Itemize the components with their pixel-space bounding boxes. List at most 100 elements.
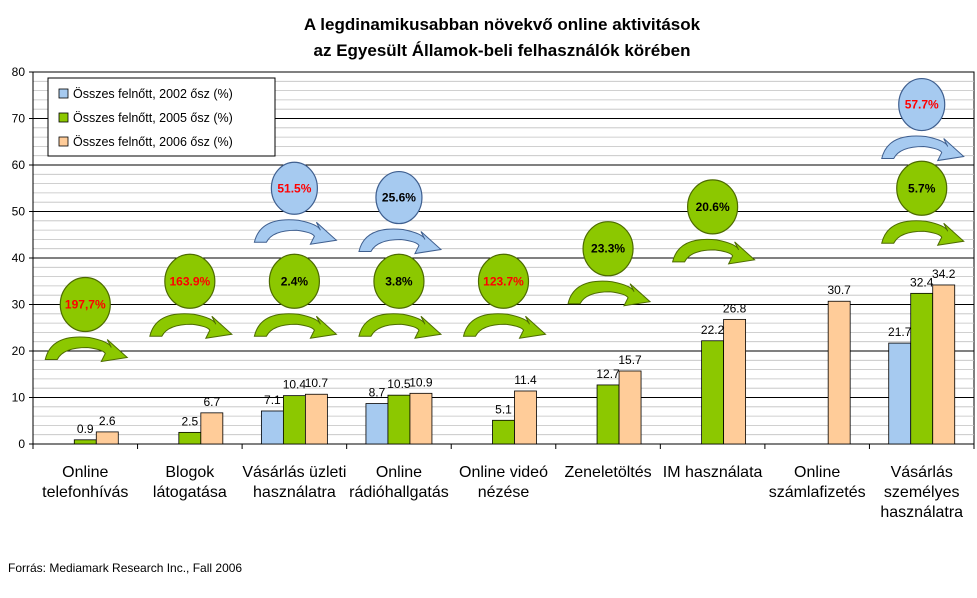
bar [827, 300, 851, 445]
bar [492, 419, 515, 445]
bar [409, 392, 433, 445]
growth-arrow [253, 313, 338, 339]
growth-value: 197,7% [65, 298, 106, 312]
bar [888, 342, 912, 445]
data-label: 0.9 [77, 422, 94, 436]
growth-bubble [375, 170, 423, 225]
growth-bubble [582, 221, 634, 277]
data-label: 6.7 [203, 395, 220, 409]
growth-value: 20.6% [696, 200, 730, 214]
y-tick-label: 80 [12, 65, 26, 79]
growth-value: 163.9% [169, 274, 210, 288]
growth-arrow [358, 313, 443, 339]
bar [387, 394, 411, 445]
category-label: Blogok [165, 464, 215, 481]
category-label: Zeneletöltés [564, 464, 651, 481]
category-label: telefonhívás [42, 484, 128, 501]
bar [618, 370, 642, 445]
growth-value: 23.3% [591, 242, 625, 256]
category-label: személyes [884, 484, 960, 501]
bars [73, 284, 956, 445]
growth-value: 51.5% [277, 181, 311, 195]
chart-title: A legdinamikusabban növekvő online aktiv… [304, 15, 701, 34]
bar [304, 393, 328, 445]
growth-bubble [896, 160, 948, 216]
bar [932, 284, 956, 445]
data-label: 10.4 [283, 378, 307, 392]
growth-bubble [373, 253, 425, 309]
growth-value: 25.6% [382, 191, 416, 205]
growth-bubble [268, 253, 320, 309]
growth-bubble [270, 161, 318, 215]
legend-label-2002: Összes felnőtt, 2002 ősz (%) [73, 87, 233, 101]
bar [910, 292, 934, 445]
category-label: használatra [880, 504, 963, 521]
growth-value: 123.7% [483, 274, 524, 288]
y-tick-label: 20 [12, 344, 26, 358]
legend-swatch-2006 [58, 136, 69, 147]
legend-label-2006: Összes felnőtt, 2006 ősz (%) [73, 135, 233, 149]
growth-bubble [59, 276, 111, 333]
growth-value: 3.8% [385, 274, 413, 288]
growth-arrow [358, 228, 443, 255]
growth-bubble [898, 77, 946, 132]
growth-value: 5.7% [908, 181, 936, 195]
source-note: Forrás: Mediamark Research Inc., Fall 20… [8, 561, 242, 575]
data-label: 12.7 [596, 367, 620, 381]
legend-label-2005: Összes felnőtt, 2005 ősz (%) [73, 111, 233, 125]
data-label: 26.8 [723, 301, 747, 315]
growth-arrow [44, 336, 129, 363]
category-label: használatra [253, 484, 336, 501]
y-axis: 0 10 20 30 40 50 60 70 80 [12, 65, 975, 451]
bar [178, 431, 202, 445]
legend-swatch-2002 [58, 88, 69, 99]
category-label: látogatása [153, 484, 227, 501]
data-label: 10.7 [305, 376, 329, 390]
category-label: Online videó [459, 464, 548, 481]
data-label: 10.9 [409, 375, 433, 389]
bar [200, 412, 224, 445]
growth-annotations: 197,7% 163.9% 51.5% 2.4% 25.6% 3.8% 123.7% 23.3… [44, 77, 965, 363]
x-axis-categories: Online telefonhívás Blogok látogatása Vásárl… [42, 464, 963, 521]
y-tick-label: 40 [12, 251, 26, 265]
bar [95, 431, 119, 445]
data-label: 2.6 [99, 414, 116, 428]
growth-arrow [149, 313, 233, 339]
growth-arrow [253, 219, 338, 245]
data-label: 22.2 [701, 323, 725, 337]
category-label: nézése [478, 484, 530, 501]
category-label: rádióhallgatás [349, 484, 449, 501]
category-label: Online [376, 464, 422, 481]
data-label: 11.4 [514, 373, 537, 387]
category-label: számlafizetés [769, 484, 866, 501]
data-label: 30.7 [827, 283, 851, 297]
growth-arrow [881, 135, 965, 162]
growth-value: 2.4% [281, 274, 309, 288]
growth-arrow [567, 280, 652, 307]
bar [514, 390, 537, 445]
data-label: 8.7 [369, 386, 386, 400]
chart-subtitle: az Egyesült Államok-beli felhasználók kö… [314, 41, 691, 60]
bar [723, 318, 747, 445]
legend-box [47, 77, 276, 157]
growth-arrow [881, 220, 965, 246]
category-label: IM használata [663, 464, 763, 481]
data-labels: 7.1 8.7 21.7 0.9 2.5 10.4 10.5 5.1 12.7 22.2 32.4 2… [77, 267, 956, 436]
growth-value: 57.7% [905, 98, 939, 112]
category-label: Vásárlás üzleti [242, 464, 346, 481]
growth-bubble [687, 179, 739, 235]
y-tick-label: 10 [12, 391, 26, 405]
category-label: Vásárlás [891, 464, 953, 481]
category-label: Online [62, 464, 108, 481]
category-label: Online [794, 464, 840, 481]
y-tick-label: 50 [12, 205, 26, 219]
data-label: 15.7 [618, 353, 642, 367]
y-tick-label: 60 [12, 158, 26, 172]
growth-arrow [462, 313, 547, 339]
data-label: 7.1 [264, 393, 281, 407]
data-label: 10.5 [387, 377, 411, 391]
y-tick-label: 70 [12, 112, 26, 126]
growth-bubble [164, 253, 216, 309]
bar [260, 410, 284, 445]
